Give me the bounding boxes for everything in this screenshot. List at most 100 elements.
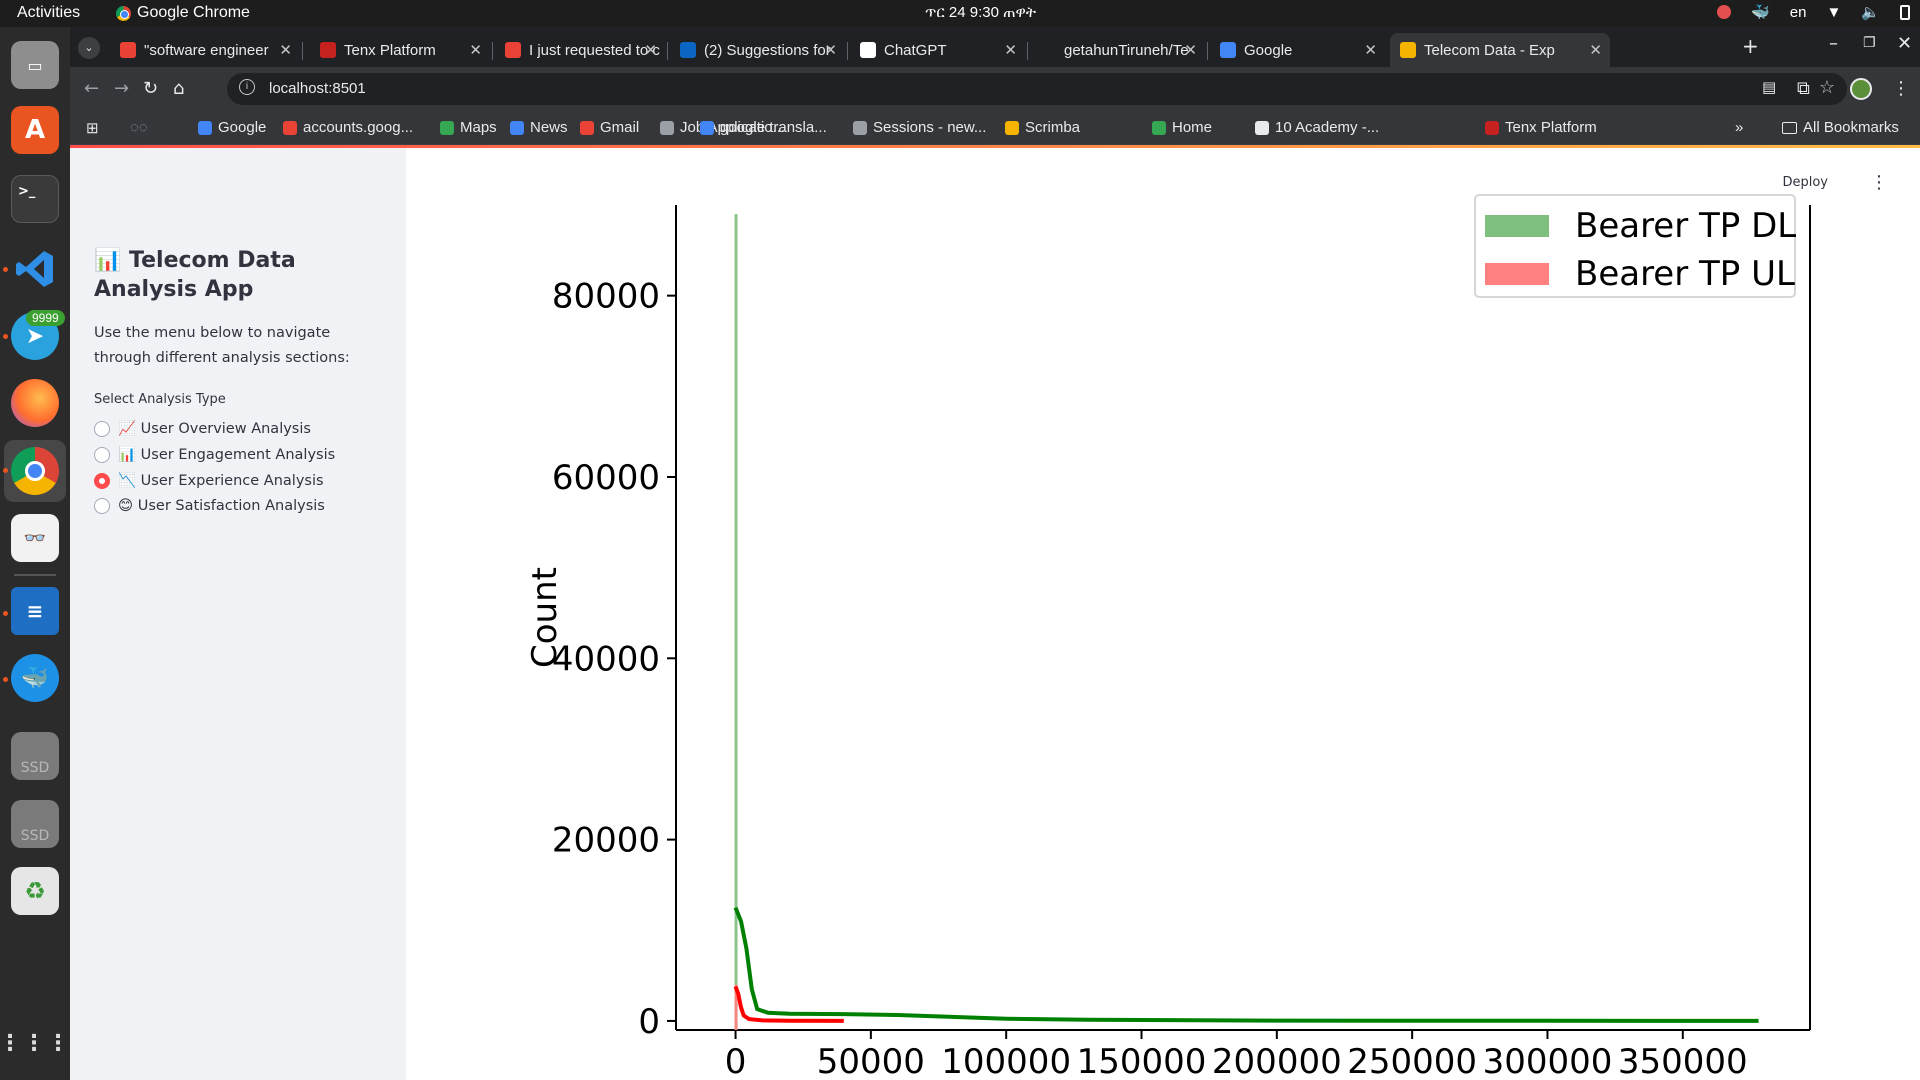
analysis-option[interactable]: 😊 User Satisfaction Analysis [94, 498, 325, 514]
system-top-bar: Activities Google Chrome ጥር 24 9:30 ጠዋት … [0, 0, 1920, 27]
app-menu[interactable]: Google Chrome [116, 4, 250, 22]
tab-title: "software engineer [144, 41, 269, 59]
tab-close-icon[interactable]: ✕ [644, 42, 657, 59]
show-apps-icon[interactable]: ⋮⋮⋮ [0, 1030, 71, 1056]
files-icon[interactable]: ▭ [11, 41, 59, 89]
tab-close-icon[interactable]: ✕ [279, 42, 292, 59]
bookmark-favicon-icon [1005, 120, 1019, 135]
browser-tab[interactable]: Tenx Platform ✕ [310, 33, 490, 67]
more-bookmarks-icon[interactable]: » [1735, 119, 1744, 136]
tenx-icon [320, 42, 336, 58]
vscode-icon[interactable] [11, 245, 59, 293]
running-indicator [3, 611, 8, 616]
deploy-button[interactable]: Deploy [1782, 175, 1828, 190]
browser-tab[interactable]: Telecom Data - Exp ✕ [1390, 33, 1610, 67]
bookmark-label: News [530, 119, 568, 136]
bookmark-item[interactable]: Scrimba [1005, 119, 1080, 136]
browser-tab[interactable]: ChatGPT ✕ [850, 33, 1025, 67]
radio-button[interactable] [94, 498, 110, 514]
bookmark-favicon-icon [1152, 120, 1166, 135]
browser-tab[interactable]: Google ✕ [1210, 33, 1385, 67]
x-tick-label: 250000 [1347, 1042, 1477, 1080]
forward-arrow-icon[interactable]: → [114, 78, 130, 99]
main-menu-icon[interactable]: ⋮ [1870, 172, 1888, 193]
ssd-drive-icon[interactable]: SSD [11, 800, 59, 848]
clock[interactable]: ጥር 24 9:30 ጠዋት [925, 4, 1037, 21]
tab-close-icon[interactable]: ✕ [824, 42, 837, 59]
apps-grid-icon[interactable]: ⊞ [86, 120, 99, 137]
tab-close-icon[interactable]: ✕ [1184, 42, 1197, 59]
software-center-icon[interactable]: A [11, 106, 59, 154]
tab-strip: ⌄ "software engineer ✕ Tenx Platform ✕ I jus… [70, 27, 1920, 67]
docker-tray-icon[interactable]: 🐳 [1751, 4, 1770, 21]
folder-icon [1782, 121, 1797, 134]
browser-tab[interactable]: "software engineer ✕ [110, 33, 300, 67]
extensions-icon[interactable]: ⧉ [1797, 78, 1810, 99]
analysis-option[interactable]: 📈 User Overview Analysis [94, 420, 311, 437]
profile-avatar[interactable] [1850, 78, 1872, 100]
running-indicator [3, 468, 8, 473]
bookmark-item[interactable]: Maps [440, 119, 497, 136]
minimize-button[interactable]: – [1829, 33, 1838, 54]
docker-icon[interactable]: 🐳 [11, 654, 59, 702]
record-icon[interactable] [1717, 5, 1732, 19]
wifi-icon[interactable]: ▼ [1826, 3, 1842, 21]
bookmark-item[interactable]: Gmail [580, 119, 639, 136]
browser-tab[interactable]: getahunTiruneh/Te ✕ [1030, 33, 1205, 67]
site-info-icon[interactable]: i [239, 79, 255, 95]
terminal-icon[interactable]: >_ [11, 175, 59, 223]
analysis-type-label: Select Analysis Type [94, 392, 226, 407]
all-bookmarks-folder[interactable]: All Bookmarks [1782, 119, 1899, 136]
tab-separator [302, 42, 303, 60]
streamlit-header-decoration [70, 145, 1920, 148]
bookmark-item[interactable]: Home [1152, 119, 1212, 136]
reader-icon[interactable]: 👓 [11, 514, 59, 562]
bookmark-item[interactable]: Sessions - new... [853, 119, 986, 136]
back-arrow-icon[interactable]: ← [84, 78, 100, 99]
address-bar[interactable]: i localhost:8501 ☆ [227, 73, 1847, 105]
close-window-button[interactable]: ✕ [1897, 33, 1913, 54]
activities-button[interactable]: Activities [17, 4, 81, 21]
browser-toolbar: ← → ↻ ⌂ i localhost:8501 ☆ ▤ ⧉ ⋮ [70, 67, 1920, 111]
reload-icon[interactable]: ↻ [143, 78, 159, 99]
home-icon[interactable]: ⌂ [173, 78, 185, 99]
browser-tab[interactable]: I just requested to c ✕ [495, 33, 665, 67]
volume-icon[interactable]: 🔈 [1861, 4, 1880, 21]
language-indicator[interactable]: en [1789, 3, 1807, 21]
more-menu-icon[interactable]: ⋮ [1892, 78, 1910, 99]
running-indicator [3, 677, 8, 682]
radio-button[interactable] [94, 420, 110, 437]
browser-tab[interactable]: (2) Suggestions for ✕ [670, 33, 845, 67]
radio-button[interactable] [94, 446, 110, 463]
bookmark-item[interactable]: 10 Academy -... [1255, 119, 1379, 136]
analysis-option-label: 📉 User Experience Analysis [118, 473, 324, 489]
bookmark-item[interactable]: Google [198, 119, 266, 136]
bookmark-item[interactable]: Tenx Platform [1485, 119, 1597, 136]
trash-icon[interactable]: ♻ [11, 867, 59, 915]
bookmark-item[interactable]: accounts.goog... [283, 119, 413, 136]
writer-icon[interactable]: ≡ [11, 587, 59, 635]
url-text[interactable]: localhost:8501 [269, 80, 366, 97]
analysis-option[interactable]: 📉 User Experience Analysis [94, 472, 324, 489]
analysis-option[interactable]: 📊 User Engagement Analysis [94, 446, 335, 463]
chrome-dock-icon[interactable] [11, 447, 59, 495]
running-indicator [3, 267, 8, 272]
battery-icon[interactable] [1900, 4, 1910, 20]
bookmark-item[interactable]: News [510, 119, 568, 136]
radio-button[interactable] [94, 472, 110, 489]
ssd-drive-icon[interactable]: SSD [11, 732, 59, 780]
histogram-bar [734, 984, 738, 1030]
maximize-button[interactable]: ❐ [1863, 35, 1876, 51]
tab-close-icon[interactable]: ✕ [1004, 42, 1017, 59]
bookmark-star-icon[interactable]: ☆ [1818, 77, 1835, 97]
tab-close-icon[interactable]: ✕ [469, 42, 482, 59]
tab-organizer-icon[interactable]: ▤ [1762, 78, 1777, 96]
bookmark-item[interactable]: google transla... [700, 119, 827, 136]
bookmark-icon[interactable]: ◌◌ [130, 119, 148, 136]
tab-close-icon[interactable]: ✕ [1364, 42, 1377, 59]
new-tab-button[interactable]: + [1742, 34, 1759, 58]
tab-close-icon[interactable]: ✕ [1589, 42, 1602, 59]
tab-search-icon[interactable]: ⌄ [78, 37, 100, 59]
system-tray[interactable]: 🐳 en ▼ 🔈 [1717, 3, 1910, 21]
firefox-icon[interactable] [11, 379, 59, 427]
